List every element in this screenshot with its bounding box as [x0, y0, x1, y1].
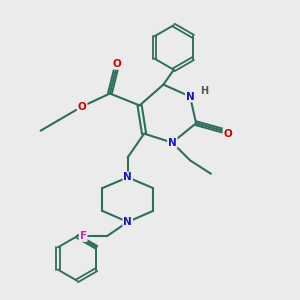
Text: N: N — [186, 92, 194, 101]
Text: N: N — [168, 138, 177, 148]
Text: O: O — [224, 129, 232, 139]
Text: O: O — [113, 59, 122, 69]
Text: O: O — [78, 102, 87, 112]
Text: N: N — [123, 217, 132, 227]
Text: H: H — [200, 85, 208, 96]
Text: F: F — [80, 231, 87, 241]
Text: N: N — [123, 172, 132, 182]
